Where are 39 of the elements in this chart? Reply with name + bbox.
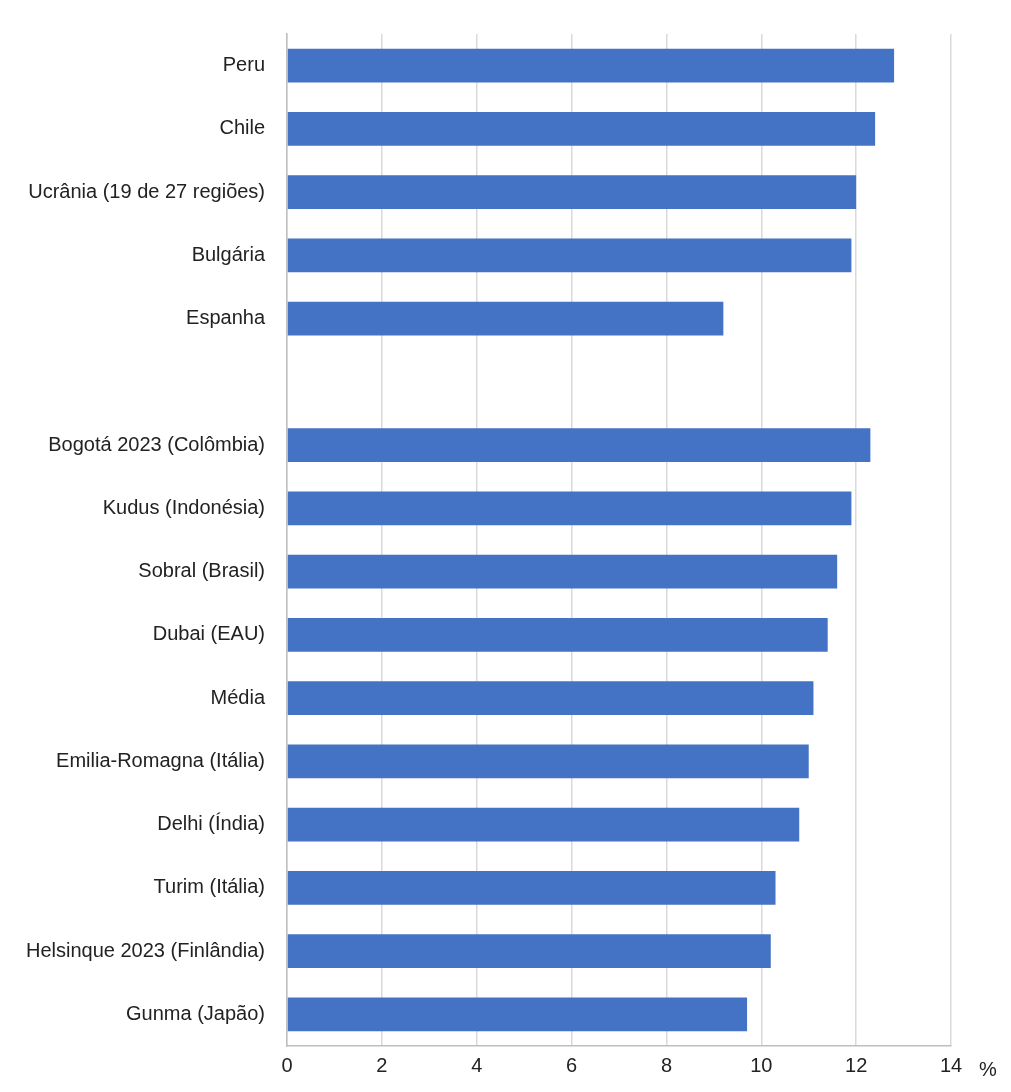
x-tick-label: 2 <box>376 1053 388 1076</box>
y-tick-label: Espanha <box>186 306 266 329</box>
bar <box>287 238 852 273</box>
y-tick-label: Turim (Itália) <box>153 875 266 898</box>
y-tick-label: Peru <box>222 53 266 76</box>
bar <box>287 554 838 589</box>
bar <box>287 175 857 209</box>
bar <box>287 48 895 83</box>
x-tick-label: 10 <box>750 1053 773 1076</box>
bar <box>287 112 876 146</box>
bar <box>287 428 871 462</box>
y-tick-label: Helsinque 2023 (Finlândia) <box>25 938 266 961</box>
bar <box>287 681 814 715</box>
x-tick-label: 12 <box>845 1053 868 1076</box>
y-tick-label: Média <box>210 685 266 708</box>
x-axis-title: % <box>979 1057 997 1080</box>
y-tick-label: Kudus (Indonésia) <box>102 495 266 518</box>
bar <box>287 744 809 779</box>
y-tick-label: Dubai (EAU) <box>152 622 266 645</box>
x-tick-label: 6 <box>566 1053 578 1076</box>
x-tick-label: 8 <box>660 1053 673 1076</box>
y-tick-label: Gunma (Japão) <box>126 1001 266 1024</box>
y-tick-label: Ucrânia (19 de 27 regiões) <box>28 179 266 202</box>
bar <box>287 934 771 968</box>
bar <box>287 807 800 842</box>
bar <box>287 997 748 1032</box>
bar <box>287 618 828 652</box>
y-tick-label: Sobral (Brasil) <box>138 559 266 582</box>
y-tick-label: Delhi (Índia) <box>157 812 266 835</box>
bar <box>287 871 776 905</box>
y-tick-label: Bogotá 2023 (Colômbia) <box>48 432 266 455</box>
x-tick-label: 0 <box>281 1053 293 1076</box>
bar <box>287 491 852 526</box>
y-tick-label: Chile <box>219 116 266 139</box>
x-tick-label: 4 <box>471 1053 483 1076</box>
y-tick-label: Emilia-Romagna (Itália) <box>56 748 266 771</box>
x-tick-label: 14 <box>939 1053 963 1076</box>
y-tick-label: Bulgária <box>191 242 266 265</box>
bar <box>287 301 724 336</box>
